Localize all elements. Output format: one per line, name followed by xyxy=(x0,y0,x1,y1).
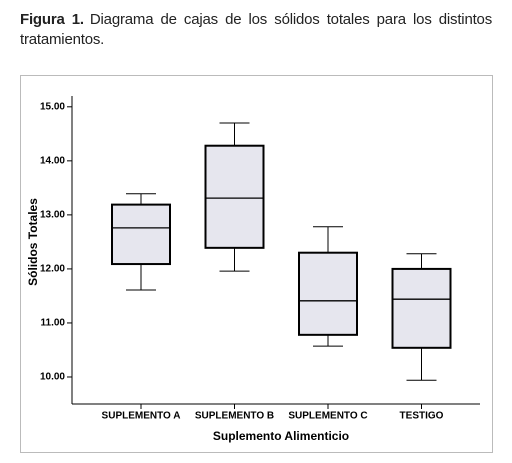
y-tick-label: 12.00 xyxy=(40,264,65,275)
y-tick-label: 14.00 xyxy=(40,155,65,166)
x-axis-title: Suplemento Alimenticio xyxy=(213,429,349,443)
box xyxy=(204,144,265,249)
y-tick-label: 15.00 xyxy=(40,101,65,112)
caption-label: Figura 1. xyxy=(20,11,84,28)
caption-text: Diagrama de cajas de los sólidos totales… xyxy=(20,11,492,48)
y-tick-label: 10.00 xyxy=(40,372,65,383)
x-tick-label: TESTIGO xyxy=(400,411,444,422)
x-tick-label: SUPLEMENTO B xyxy=(195,411,274,422)
y-tick-label: 13.00 xyxy=(40,210,65,221)
y-tick-label: 11.00 xyxy=(41,318,66,329)
box xyxy=(111,203,171,266)
caption: Figura 1. Diagrama de cajas de los sólido… xyxy=(20,10,492,50)
x-tick-label: SUPLEMENTO A xyxy=(102,411,181,422)
box xyxy=(391,267,452,349)
x-tick-label: SUPLEMENTO C xyxy=(288,411,367,422)
y-axis-title: Sólidos Totales xyxy=(26,198,40,286)
frame xyxy=(20,75,493,453)
box xyxy=(298,251,358,336)
